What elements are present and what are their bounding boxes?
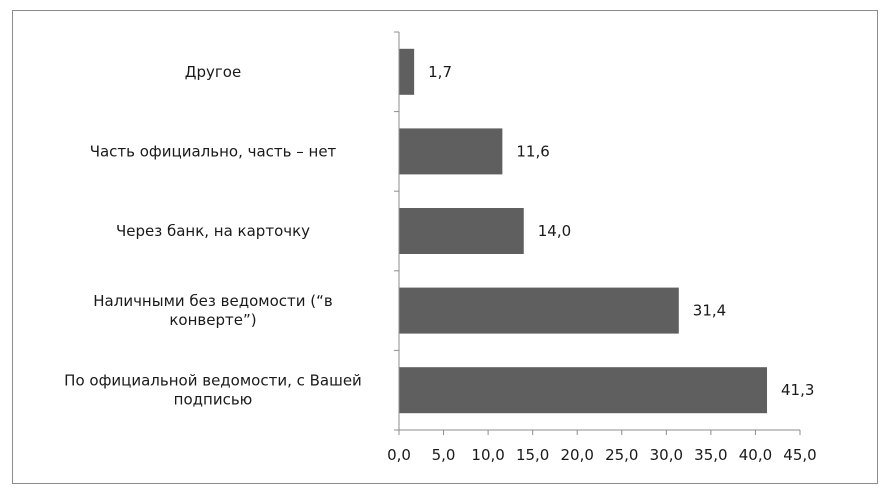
tick-label-0: 0,0	[387, 446, 411, 464]
tick-label-5: 25,0	[605, 446, 638, 464]
tick-label-8: 40,0	[739, 446, 772, 464]
value-label-3: 11,6	[516, 142, 549, 160]
category-label-0: По официальной ведомости, с Вашей подпись…	[64, 372, 362, 409]
tick-label-1: 5,0	[432, 446, 456, 464]
bar-2	[399, 208, 524, 254]
category-label-4: Другое	[185, 63, 241, 81]
category-label-2-line-0: Через банк, на карточку	[116, 222, 310, 240]
value-label-4: 1,7	[428, 63, 452, 81]
bar-0	[399, 367, 768, 414]
bar-3	[399, 128, 503, 175]
labels-layer: 41,3 По официальной ведомости, с Вашей под…	[64, 63, 817, 464]
value-label-1: 31,4	[693, 302, 726, 320]
value-label-2: 14,0	[538, 222, 571, 240]
category-label-2: Через банк, на карточку	[116, 222, 310, 240]
tick-label-3: 15,0	[516, 446, 549, 464]
bar-4	[399, 48, 415, 95]
bar-1	[399, 287, 679, 334]
tick-label-2: 10,0	[471, 446, 504, 464]
category-label-1-line-1: конверте”)	[169, 311, 256, 329]
tick-label-6: 30,0	[650, 446, 683, 464]
category-label-3-line-0: Часть официально, часть – нет	[90, 142, 337, 160]
category-label-3: Часть официально, часть – нет	[90, 142, 337, 160]
axes-layer	[394, 31, 801, 435]
value-label-0: 41,3	[781, 381, 814, 399]
tick-label-9: 45,0	[783, 446, 816, 464]
tick-label-4: 20,0	[561, 446, 594, 464]
category-label-1: Наличными без ведомости (“в конверте”)	[93, 292, 332, 329]
category-label-0-line-0: По официальной ведомости, с Вашей	[64, 372, 362, 390]
category-label-4-line-0: Другое	[185, 63, 241, 81]
bars-layer	[399, 48, 768, 414]
category-label-0-line-1: подписью	[174, 391, 253, 409]
tick-label-7: 35,0	[694, 446, 727, 464]
category-label-1-line-0: Наличными без ведомости (“в	[93, 292, 332, 310]
